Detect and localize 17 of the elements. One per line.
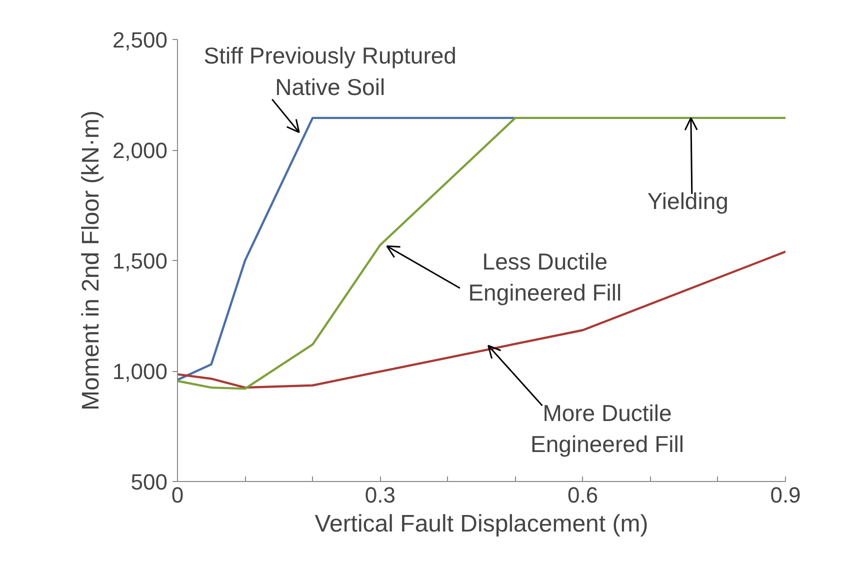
y-tick-label: 2,500 (112, 28, 168, 52)
x-tick-label: 0 (171, 482, 184, 508)
y-tick-label: 1,500 (112, 248, 168, 274)
x-tick-label: 0.6 (568, 482, 598, 508)
x-axis-title: Vertical Fault Displacement (m) (314, 510, 648, 538)
y-tick-label: 2,000 (112, 138, 168, 163)
x-tick-label: 0.3 (364, 482, 396, 508)
line-series (178, 116, 786, 390)
y-axis-title: Moment in 2nd Floor (kN·m) (77, 110, 104, 411)
annotation: Stiff Previously Ruptured Native Soil (204, 42, 456, 100)
x-tick-label: 0.9 (770, 482, 801, 508)
annotation: Less Ductile Engineered Fill (468, 248, 622, 306)
annotation: Yielding (647, 188, 728, 214)
y-tick-label: 1,000 (112, 359, 168, 384)
annotation: More Ductile Engineered Fill (530, 400, 684, 458)
y-tick-label: 500 (130, 470, 168, 494)
line-series (178, 250, 786, 389)
